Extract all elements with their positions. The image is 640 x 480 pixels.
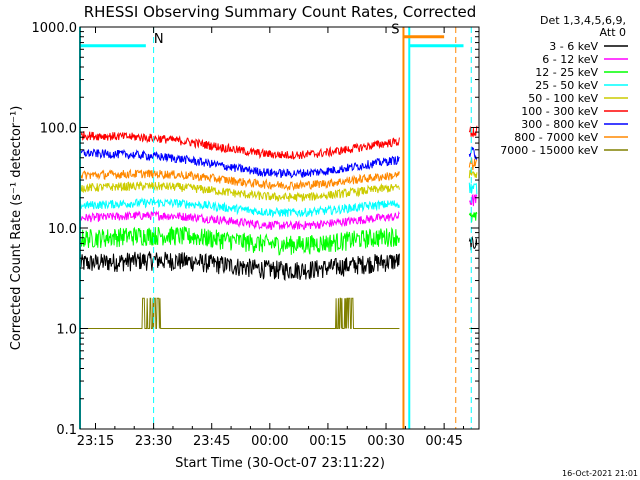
series-line-after-gap [468, 125, 478, 138]
timestamp: 16-Oct-2021 21:01 [562, 469, 638, 478]
series-7000-15000-kev [80, 297, 477, 329]
x-tick-label: 00:45 [425, 434, 462, 449]
series-line [79, 197, 400, 218]
series-line-after-gap [468, 211, 478, 223]
y-tick-label: 10.0 [48, 222, 77, 237]
legend-entry-label: 12 - 25 keV [535, 66, 598, 79]
legend-entry-label: 800 - 7000 keV [514, 131, 598, 144]
y-tick-label: 0.1 [56, 423, 77, 438]
y-tick-label: 1.0 [56, 323, 77, 338]
legend-entry-label: 7000 - 15000 keV [500, 144, 598, 157]
x-tick-label: 23:30 [135, 434, 172, 449]
series-800-7000-kev [79, 158, 478, 192]
legend-entry-label: 100 - 300 keV [521, 105, 598, 118]
legend-entry-label: 300 - 800 keV [521, 118, 598, 131]
y-axis-label: Corrected Count Rate (s⁻¹ detector⁻¹) [9, 106, 24, 351]
series-line-after-gap [468, 193, 478, 207]
series-line-after-gap [468, 236, 478, 251]
series-line [80, 297, 400, 329]
series-6-12-kev [79, 193, 478, 231]
annotation-label: N [154, 32, 164, 47]
y-tick-label: 100.0 [40, 122, 77, 137]
series-line [79, 251, 400, 282]
series-line-after-gap [468, 146, 478, 162]
legend-entry-label: 3 - 6 keV [549, 40, 598, 53]
axis-layer: 23:15 23:30 23:45 00:00 00:15 00:30 00:45 1000.… [32, 21, 479, 449]
x-tick-label: 23:45 [193, 434, 230, 449]
marker-layer: NS [79, 23, 472, 429]
series-line [79, 225, 400, 256]
x-axis-label: Start Time (30-Oct-07 23:11:22) [175, 456, 385, 471]
series-line-after-gap [468, 158, 478, 171]
series-line-after-gap [468, 168, 478, 179]
series-line [79, 210, 400, 231]
annotation-label: S [391, 23, 399, 38]
series-12-25-kev [79, 211, 478, 256]
chart-title: RHESSI Observing Summary Count Rates, Co… [84, 3, 477, 21]
x-tick-label: 00:30 [367, 434, 404, 449]
series-25-50-kev [79, 182, 478, 218]
series-line-after-gap [468, 182, 478, 195]
series-100-300-kev [80, 125, 478, 160]
series-line [80, 131, 400, 160]
x-tick-label: 23:15 [77, 434, 114, 449]
series-line [79, 168, 400, 192]
series-line [79, 148, 400, 179]
x-tick-label: 00:00 [251, 434, 288, 449]
series-line [79, 180, 400, 202]
legend-entry-label: 50 - 100 keV [528, 92, 598, 105]
legend-header: Att 0 [600, 26, 626, 39]
series-300-800-kev [79, 146, 478, 179]
legend-entry-label: 6 - 12 keV [542, 53, 598, 66]
legend-entry-label: 25 - 50 keV [535, 79, 598, 92]
series-50-100-kev [79, 168, 478, 202]
series-3-6-kev [79, 236, 478, 282]
x-tick-label: 00:15 [309, 434, 346, 449]
series-layer [79, 125, 478, 329]
legend-header: Det 1,3,4,5,6,9, [540, 14, 626, 27]
y-tick-label: 1000.0 [32, 21, 78, 36]
